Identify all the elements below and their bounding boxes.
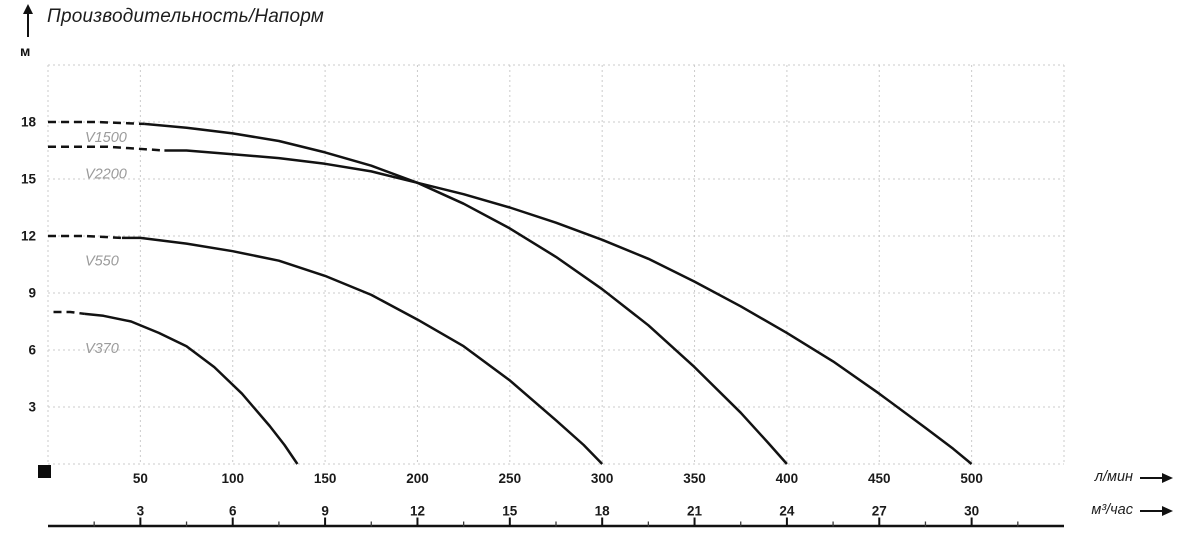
x-tick-label-m3h: 9 <box>321 504 329 519</box>
x-tick-label-m3h: 24 <box>779 504 795 519</box>
curve-dashed-V2200 <box>48 145 165 152</box>
x-axis-arrow-icon <box>1140 472 1173 484</box>
y-tick-label: 15 <box>21 172 37 187</box>
y-tick-label: 9 <box>28 286 36 301</box>
x-tick-label-m3h: 15 <box>502 504 518 519</box>
curve-V550 <box>121 236 604 465</box>
x-tick-label-m3h: 30 <box>964 504 979 519</box>
series-label-V2200: V2200 <box>85 166 127 182</box>
curve-V1500 <box>143 122 788 465</box>
y-tick-label: 18 <box>21 115 37 130</box>
chart-title: Производительность/Напорм <box>47 6 325 27</box>
x-tick-label-lmin: 50 <box>133 471 148 486</box>
x-tick-label-m3h: 12 <box>410 504 425 519</box>
x-tick-label-m3h: 3 <box>137 504 145 519</box>
curve-V2200 <box>164 149 973 465</box>
curve-dashed-V1500 <box>48 120 145 126</box>
x-tick-label-lmin: 200 <box>406 471 429 486</box>
x-tick-label-lmin: 400 <box>776 471 799 486</box>
x-tick-label-lmin: 100 <box>221 471 244 486</box>
x-axis-arrow-icon <box>1140 505 1173 517</box>
series-label-V370: V370 <box>85 341 119 357</box>
x-tick-label-lmin: 150 <box>314 471 337 486</box>
y-tick-label: 3 <box>28 400 36 415</box>
x-tick-label-m3h: 18 <box>595 504 611 519</box>
y-axis-arrow-head <box>23 4 33 14</box>
y-axis-arrow-shaft <box>27 13 29 37</box>
x-tick-label-m3h: 27 <box>872 504 887 519</box>
x-tick-label-lmin: 350 <box>683 471 706 486</box>
series-label-V550: V550 <box>85 254 119 270</box>
y-tick-label: 6 <box>28 343 36 358</box>
x-tick-label-lmin: 300 <box>591 471 614 486</box>
x-axis-unit-lmin: л/мин <box>1094 469 1133 485</box>
x-axis-unit-m3h: м³/час <box>1091 502 1133 518</box>
series-label-V1500: V1500 <box>85 130 127 146</box>
curve-V370 <box>84 312 299 465</box>
origin-marker-icon <box>38 465 51 478</box>
x-tick-label-m3h: 21 <box>687 504 703 519</box>
y-tick-label: 12 <box>21 229 36 244</box>
curve-dashed-V370 <box>53 310 86 316</box>
x-tick-label-m3h: 6 <box>229 504 237 519</box>
y-axis-unit-label: м <box>20 43 31 59</box>
x-tick-label-lmin: 250 <box>499 471 522 486</box>
x-tick-label-lmin: 500 <box>960 471 983 486</box>
x-tick-label-lmin: 450 <box>868 471 891 486</box>
